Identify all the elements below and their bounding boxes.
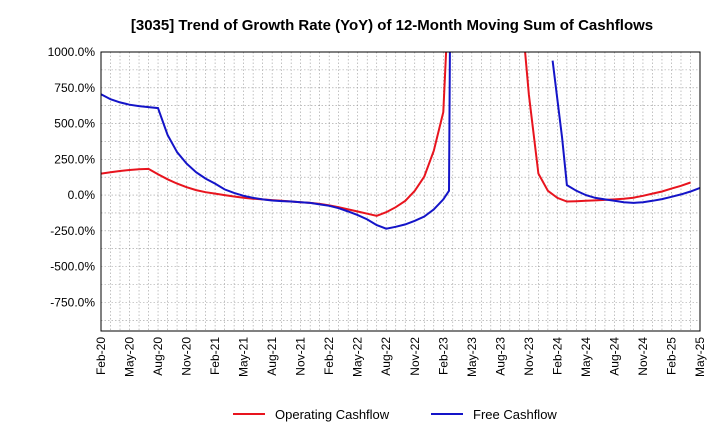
x-tick-label: May-22: [351, 337, 365, 377]
series-line: [551, 60, 700, 204]
y-tick-label: 750.0%: [54, 81, 95, 95]
legend: Operating Cashflow Free Cashflow: [233, 407, 557, 422]
y-axis-ticks: 1000.0% 750.0% 500.0% 250.0% 0.0% -250.0% -500…: [48, 45, 96, 309]
x-tick-label: Feb-24: [550, 337, 564, 375]
y-tick-label: -750.0%: [50, 295, 95, 309]
x-tick-label: Nov-24: [636, 337, 650, 376]
chart-title: [3035] Trend of Growth Rate (YoY) of 12-…: [131, 17, 653, 34]
x-tick-label: May-25: [693, 337, 707, 377]
x-tick-label: Feb-23: [436, 337, 450, 375]
x-tick-label: May-20: [123, 337, 137, 377]
x-tick-label: Aug-21: [265, 337, 279, 376]
y-tick-label: 0.0%: [68, 188, 96, 202]
x-tick-label: Nov-20: [180, 337, 194, 376]
y-tick-label: 500.0%: [54, 117, 95, 131]
y-tick-label: 250.0%: [54, 152, 95, 166]
y-tick-label: -500.0%: [50, 260, 95, 274]
x-tick-label: Nov-22: [408, 337, 422, 376]
x-tick-label: Aug-22: [379, 337, 393, 376]
x-tick-label: Feb-20: [94, 337, 108, 375]
y-tick-label: -250.0%: [50, 224, 95, 238]
x-tick-label: Aug-24: [607, 337, 621, 376]
x-axis-ticks: Feb-20 May-20 Aug-20 Nov-20 Feb-21 May-21 Aug-…: [94, 337, 707, 377]
x-tick-label: Feb-21: [208, 337, 222, 375]
series-line: [524, 52, 691, 203]
plot-area-border: [100, 51, 701, 332]
x-tick-label: May-24: [579, 337, 593, 377]
grid-lines: [101, 52, 700, 331]
x-tick-label: Nov-23: [522, 337, 536, 376]
x-tick-label: Aug-20: [151, 337, 165, 376]
legend-label: Free Cashflow: [473, 407, 557, 422]
series-lines: [101, 52, 700, 230]
series-line: [101, 52, 451, 230]
x-tick-label: Feb-22: [322, 337, 336, 375]
legend-label: Operating Cashflow: [275, 407, 390, 422]
x-tick-label: May-21: [237, 337, 251, 377]
y-tick-label: 1000.0%: [48, 45, 96, 59]
x-tick-label: Aug-23: [493, 337, 507, 376]
x-tick-label: Feb-25: [664, 337, 678, 375]
x-tick-label: Nov-21: [294, 337, 308, 376]
x-tick-label: May-23: [465, 337, 479, 377]
series-line: [101, 52, 448, 217]
